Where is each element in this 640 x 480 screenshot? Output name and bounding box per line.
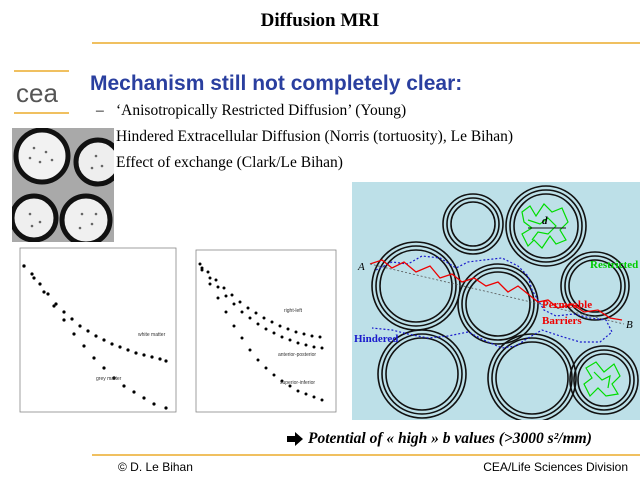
footer-divider bbox=[92, 454, 640, 456]
right-arrow-icon bbox=[287, 432, 303, 446]
bullet-text: Hindered Extracellular Diffusion (Norris… bbox=[116, 128, 514, 145]
a-b-line bbox=[369, 263, 625, 325]
hindered-label: Hindered bbox=[354, 333, 398, 345]
grey-matter-points bbox=[22, 264, 168, 410]
footer-organization: CEA/Life Sciences Division bbox=[483, 460, 628, 474]
title-divider bbox=[92, 42, 640, 44]
logo-divider-bottom bbox=[14, 112, 69, 114]
point-b-label: B bbox=[626, 319, 633, 331]
logo-divider-top bbox=[14, 70, 69, 72]
white-matter-label: white matter bbox=[138, 332, 166, 338]
bullet-item: –Effect of exchange (Clark/Le Bihan) bbox=[96, 154, 513, 180]
point-a-label: A bbox=[357, 261, 365, 273]
footer-author: © D. Le Bihan bbox=[118, 460, 193, 474]
axon-rings bbox=[371, 185, 639, 420]
superior-inferior-points bbox=[200, 268, 324, 402]
barriers-label: Barriers bbox=[542, 315, 582, 327]
cea-logo: cea bbox=[16, 78, 58, 108]
graph-frame bbox=[195, 249, 337, 413]
cea-logo-text: cea bbox=[16, 78, 58, 108]
section-heading: Mechanism still not completely clear: bbox=[90, 72, 463, 95]
restricted-paths bbox=[521, 203, 621, 398]
restricted-label: Restricted bbox=[590, 259, 638, 271]
decay-graph-right: right-left anterior-posterior superior-i… bbox=[186, 244, 342, 428]
potential-text: Potential of « high » b values (>3000 s²… bbox=[308, 430, 592, 447]
graph-frame bbox=[19, 247, 177, 413]
bullet-marker: – bbox=[96, 102, 104, 119]
grey-matter-label: grey matter bbox=[96, 376, 122, 382]
anterior-posterior-label: anterior-posterior bbox=[278, 352, 316, 358]
permeable-label: Permeable bbox=[542, 299, 592, 311]
bullet-text: ‘Anisotropically Restricted Diffusion’ (… bbox=[116, 102, 407, 119]
white-matter-points bbox=[22, 264, 168, 363]
slide-title: Diffusion MRI bbox=[260, 10, 380, 31]
bullet-list: – ‘Anisotropically Restricted Diffusion’ … bbox=[96, 102, 514, 180]
decay-graph-left: white matter grey matter bbox=[10, 242, 182, 428]
bullet-item: –Hindered Extracellular Diffusion (Norri… bbox=[96, 128, 514, 154]
right-left-points bbox=[198, 262, 322, 339]
anterior-posterior-points bbox=[200, 266, 324, 350]
diffusion-diagram: d A B Restricted Permeable Barriers Hind… bbox=[352, 182, 640, 420]
diameter-label: d bbox=[542, 215, 548, 227]
right-left-label: right-left bbox=[284, 308, 303, 314]
hindered-path bbox=[371, 255, 613, 349]
bullet-text: Effect of exchange (Clark/Le Bihan) bbox=[116, 154, 343, 171]
bullet-item: – ‘Anisotropically Restricted Diffusion’ … bbox=[96, 102, 513, 128]
permeable-path bbox=[369, 259, 623, 321]
microscopy-image bbox=[12, 128, 114, 242]
superior-inferior-label: superior-inferior bbox=[280, 380, 315, 386]
